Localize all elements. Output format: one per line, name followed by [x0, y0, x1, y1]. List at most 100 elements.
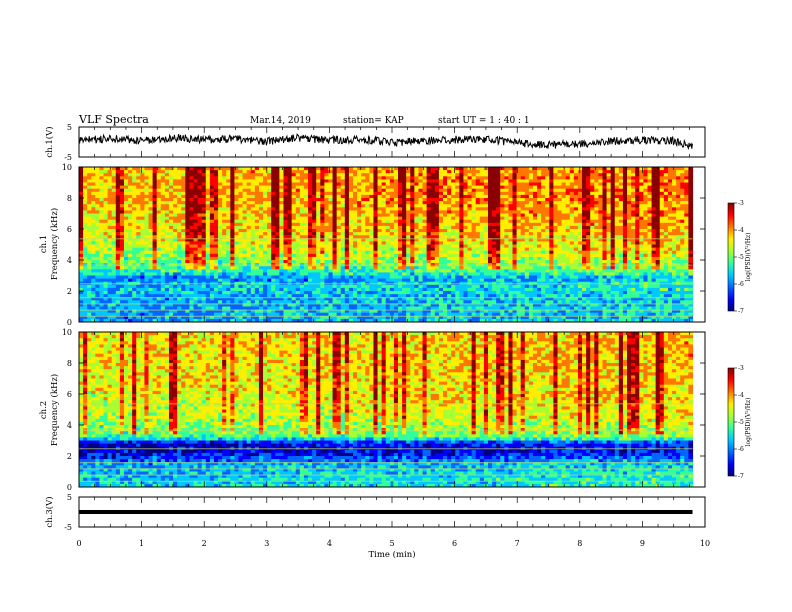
spectrogram-cell — [267, 256, 272, 261]
spectrogram-cell — [373, 219, 379, 224]
spectrogram-cell — [258, 297, 264, 301]
spectrogram-cell — [79, 306, 84, 311]
spectrogram-cell — [242, 179, 248, 184]
spectrogram-cell — [389, 275, 395, 280]
spectrogram-cell — [369, 269, 375, 273]
spectrogram-cell — [291, 284, 297, 289]
spectrogram-cell — [189, 194, 195, 199]
spectrogram-cell — [222, 235, 227, 239]
spectrogram-cell — [226, 260, 231, 264]
spectrogram-cell — [91, 294, 96, 298]
spectrogram-cell — [324, 247, 330, 252]
spectrogram-cell — [234, 188, 240, 193]
spectrogram-cell — [197, 229, 203, 233]
spectrogram-cell — [299, 247, 305, 252]
spectrogram-cell — [271, 185, 276, 190]
spectrogram-cell — [222, 294, 227, 298]
spectrogram-cell — [438, 170, 444, 174]
spectrogram-cell — [328, 176, 334, 180]
spectrogram-cell — [99, 182, 105, 187]
spectrogram-cell — [140, 306, 146, 311]
spectrogram-cell — [111, 207, 117, 211]
spectrogram-cell — [111, 253, 117, 258]
spectrogram-cell — [344, 229, 350, 233]
spectrogram-cell — [443, 256, 448, 261]
spectrogram-cell — [348, 306, 354, 311]
spectrogram-cell — [148, 219, 154, 224]
spectrogram-cell — [467, 229, 473, 233]
spectrogram-cell — [79, 176, 84, 180]
spectrogram-cell — [426, 219, 432, 224]
spectrogram-cell — [426, 182, 432, 187]
spectrogram-cell — [160, 266, 166, 270]
spectrogram-cell — [115, 287, 121, 292]
spectrogram-cell — [303, 182, 309, 187]
spectrogram-cell — [483, 235, 489, 239]
spectrogram-cell — [414, 188, 420, 193]
spectrogram-cell — [99, 191, 105, 196]
spectrogram-cell — [140, 173, 146, 177]
spectrogram-cell — [189, 179, 195, 184]
spectrogram-cell — [295, 260, 301, 264]
spectrogram-cell — [111, 210, 117, 215]
spectrogram-cell — [422, 278, 428, 283]
spectrogram-cell — [287, 182, 293, 187]
spectrogram-cell — [263, 194, 268, 199]
spectrogram-cell — [185, 167, 191, 171]
spectrogram-cell — [128, 194, 133, 199]
spectrogram-cell — [168, 167, 174, 171]
spectrogram-cell — [234, 222, 240, 227]
spectrogram-cell — [128, 244, 133, 249]
spectrogram-cell — [246, 287, 252, 292]
spectrogram-cell — [95, 201, 101, 205]
spectrogram-cell — [455, 170, 460, 174]
spectrogram-cell — [222, 278, 227, 283]
spectrogram-cell — [373, 309, 379, 314]
spectrogram-cell — [222, 291, 227, 295]
spectrogram-cell — [467, 204, 473, 208]
spectrogram-cell — [95, 244, 101, 249]
spectrogram-cell — [434, 194, 440, 199]
spectrogram-cell — [467, 275, 473, 280]
spectrogram-cell — [197, 247, 203, 252]
spectrogram-cell — [271, 297, 276, 301]
spectrogram-cell — [369, 235, 375, 239]
spectrogram-cell — [430, 201, 436, 205]
spectrogram-cell — [373, 297, 379, 301]
spectrogram-cell — [246, 284, 252, 289]
spectrogram-cell — [463, 303, 469, 308]
spectrogram-cell — [136, 284, 141, 289]
spectrogram-cell — [447, 191, 452, 196]
spectrogram-cell — [467, 182, 473, 187]
spectrogram-cell — [463, 229, 469, 233]
spectrogram-cell — [230, 253, 236, 258]
spectrogram-cell — [357, 225, 362, 230]
spectrogram-cell — [377, 303, 383, 308]
spectrogram-cell — [475, 266, 481, 270]
spectrogram-cell — [111, 219, 117, 224]
spectrogram-cell — [160, 235, 166, 239]
spectrogram-cell — [418, 201, 424, 205]
spectrogram-cell — [430, 225, 436, 230]
ch1-ytick-bottom: -5 — [64, 153, 72, 162]
spectrogram-cell — [132, 247, 137, 252]
spectrogram-cell — [263, 182, 268, 187]
spectrogram-cell — [373, 244, 379, 249]
spectrogram-cell — [332, 173, 338, 177]
spectrogram-cell — [422, 287, 428, 292]
spectrogram-cell — [83, 167, 88, 171]
spectrogram-cell — [295, 194, 301, 199]
spectrogram-cell — [459, 294, 465, 298]
spectrogram-cell — [156, 300, 162, 304]
spectrogram-cell — [242, 244, 248, 249]
spectrogram-cell — [181, 219, 186, 224]
spectrogram-cell — [193, 219, 199, 224]
spectrogram-cell — [132, 238, 137, 242]
spectrogram-cell — [422, 182, 428, 187]
spectrogram-cell — [414, 318, 420, 322]
spectrogram-cell — [393, 244, 399, 249]
spectrogram-cell — [467, 191, 473, 196]
spectrogram-cell — [87, 222, 92, 227]
spectrogram-cell — [271, 198, 276, 202]
spectrogram-cell — [164, 176, 170, 180]
